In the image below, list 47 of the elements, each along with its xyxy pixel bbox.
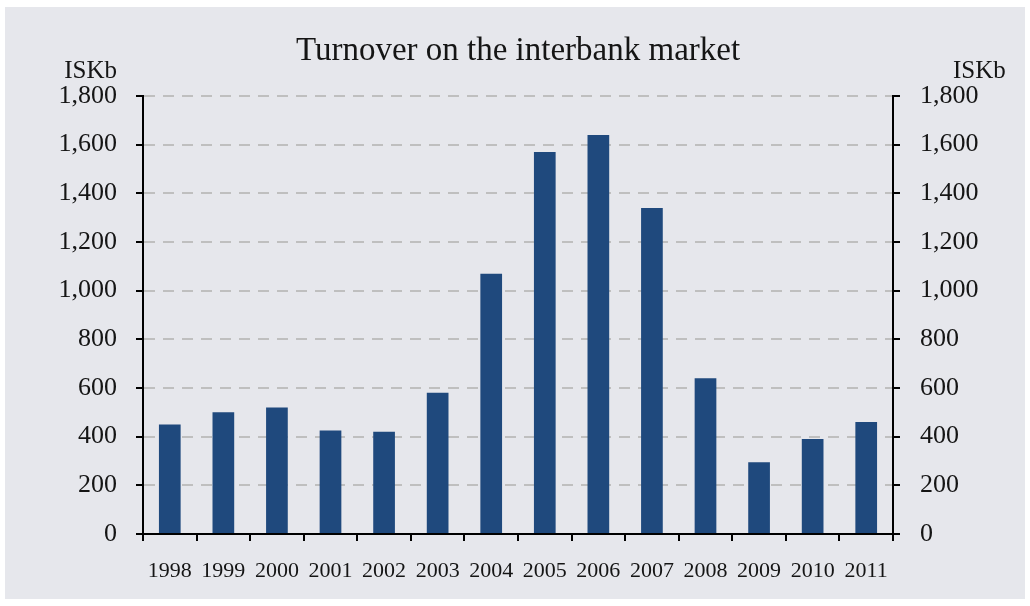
- x-tick-label: 2001: [308, 556, 353, 582]
- y2-tick-label: 1,600: [920, 128, 979, 158]
- y2-tick-label: 1,000: [920, 274, 979, 304]
- bar: [158, 424, 181, 533]
- x-tick-label: 2011: [844, 556, 888, 582]
- bar: [533, 151, 556, 533]
- x-tick-label: 1998: [147, 556, 192, 582]
- bar: [373, 431, 395, 533]
- x-tick-label: 2000: [254, 556, 299, 582]
- bar: [694, 378, 717, 533]
- bar: [266, 407, 288, 533]
- y2-tick-label: 1,400: [920, 177, 979, 207]
- bar: [480, 273, 503, 533]
- y-tick-label: 1,200: [58, 225, 117, 255]
- x-tick-label: 2004: [469, 556, 514, 582]
- bar: [855, 422, 878, 533]
- bar: [426, 392, 449, 533]
- bar: [319, 430, 342, 533]
- bar: [801, 439, 824, 533]
- bar: [641, 207, 663, 533]
- x-tick-label: 1999: [201, 556, 246, 582]
- y2-tick-label: 400: [920, 420, 959, 450]
- bar: [587, 134, 610, 533]
- y2-tick-label: 0: [920, 517, 933, 547]
- x-tick-label: 2007: [629, 556, 674, 582]
- x-tick-label: 2010: [790, 556, 835, 582]
- x-tick-label: 2006: [576, 556, 621, 582]
- y2-tick-label: 600: [920, 371, 959, 401]
- x-tick-label: 2005: [522, 556, 567, 582]
- x-tick-label: 2003: [415, 556, 460, 582]
- x-tick-label: 2002: [362, 556, 407, 582]
- y-tick-label: 1,600: [58, 128, 117, 158]
- bar: [212, 412, 235, 533]
- y-tick-label: 200: [78, 469, 117, 499]
- y-tick-label: 1,400: [58, 177, 117, 207]
- y-tick-label: 400: [78, 420, 117, 450]
- bar: [748, 462, 770, 533]
- y2-tick-label: 800: [920, 323, 959, 353]
- chart-title: Turnover on the interbank market: [295, 31, 741, 67]
- y-tick-label: 0: [104, 517, 117, 547]
- y2-tick-label: 200: [920, 469, 959, 499]
- y-tick-label: 1,000: [58, 274, 117, 304]
- y-tick-label: 800: [78, 323, 117, 353]
- x-tick-label: 2009: [737, 556, 782, 582]
- y2-tick-label: 1,200: [920, 225, 979, 255]
- y-tick-label: 600: [78, 371, 117, 401]
- x-tick-label: 2008: [683, 556, 728, 582]
